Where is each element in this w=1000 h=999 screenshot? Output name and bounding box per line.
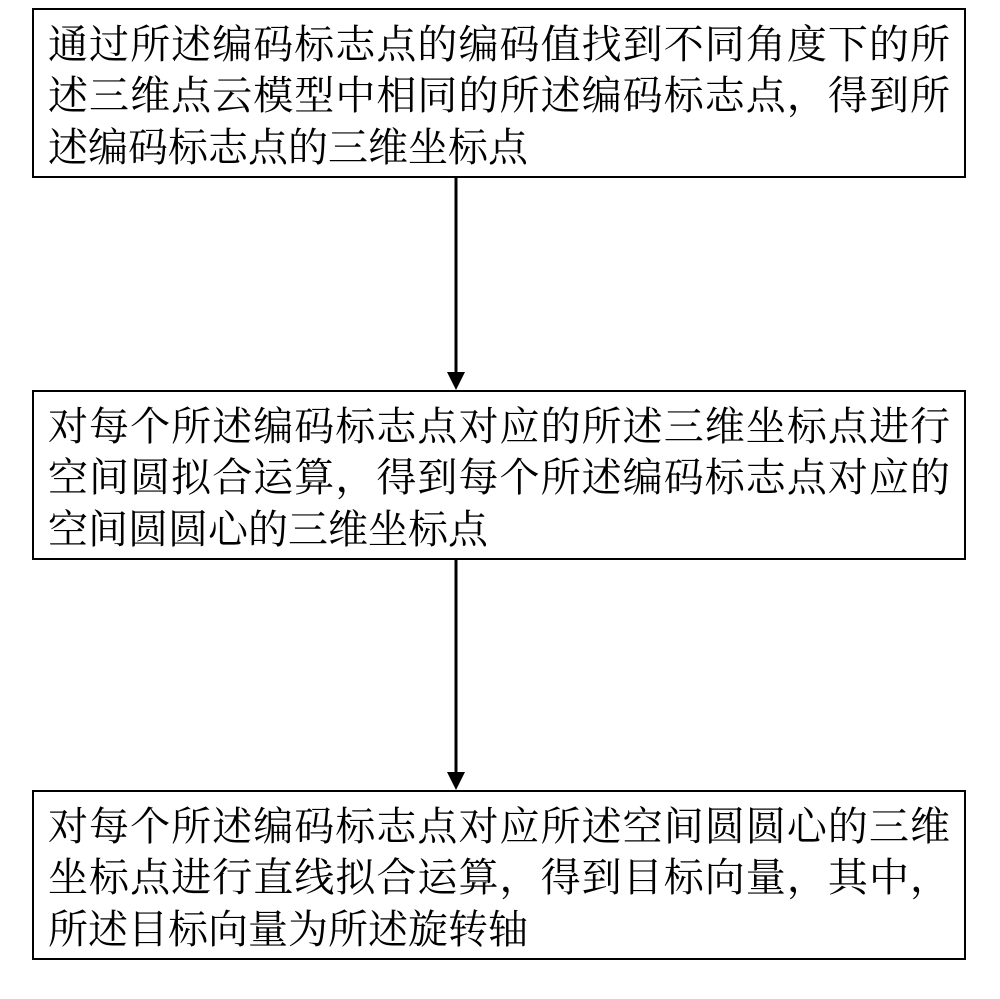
step-3-text: 对每个所述编码标志点对应所述空间圆圆心的三维坐标点进行直线拟合运算，得到目标向量… [48, 798, 950, 952]
step-3-box: 对每个所述编码标志点对应所述空间圆圆心的三维坐标点进行直线拟合运算，得到目标向量… [32, 790, 966, 960]
